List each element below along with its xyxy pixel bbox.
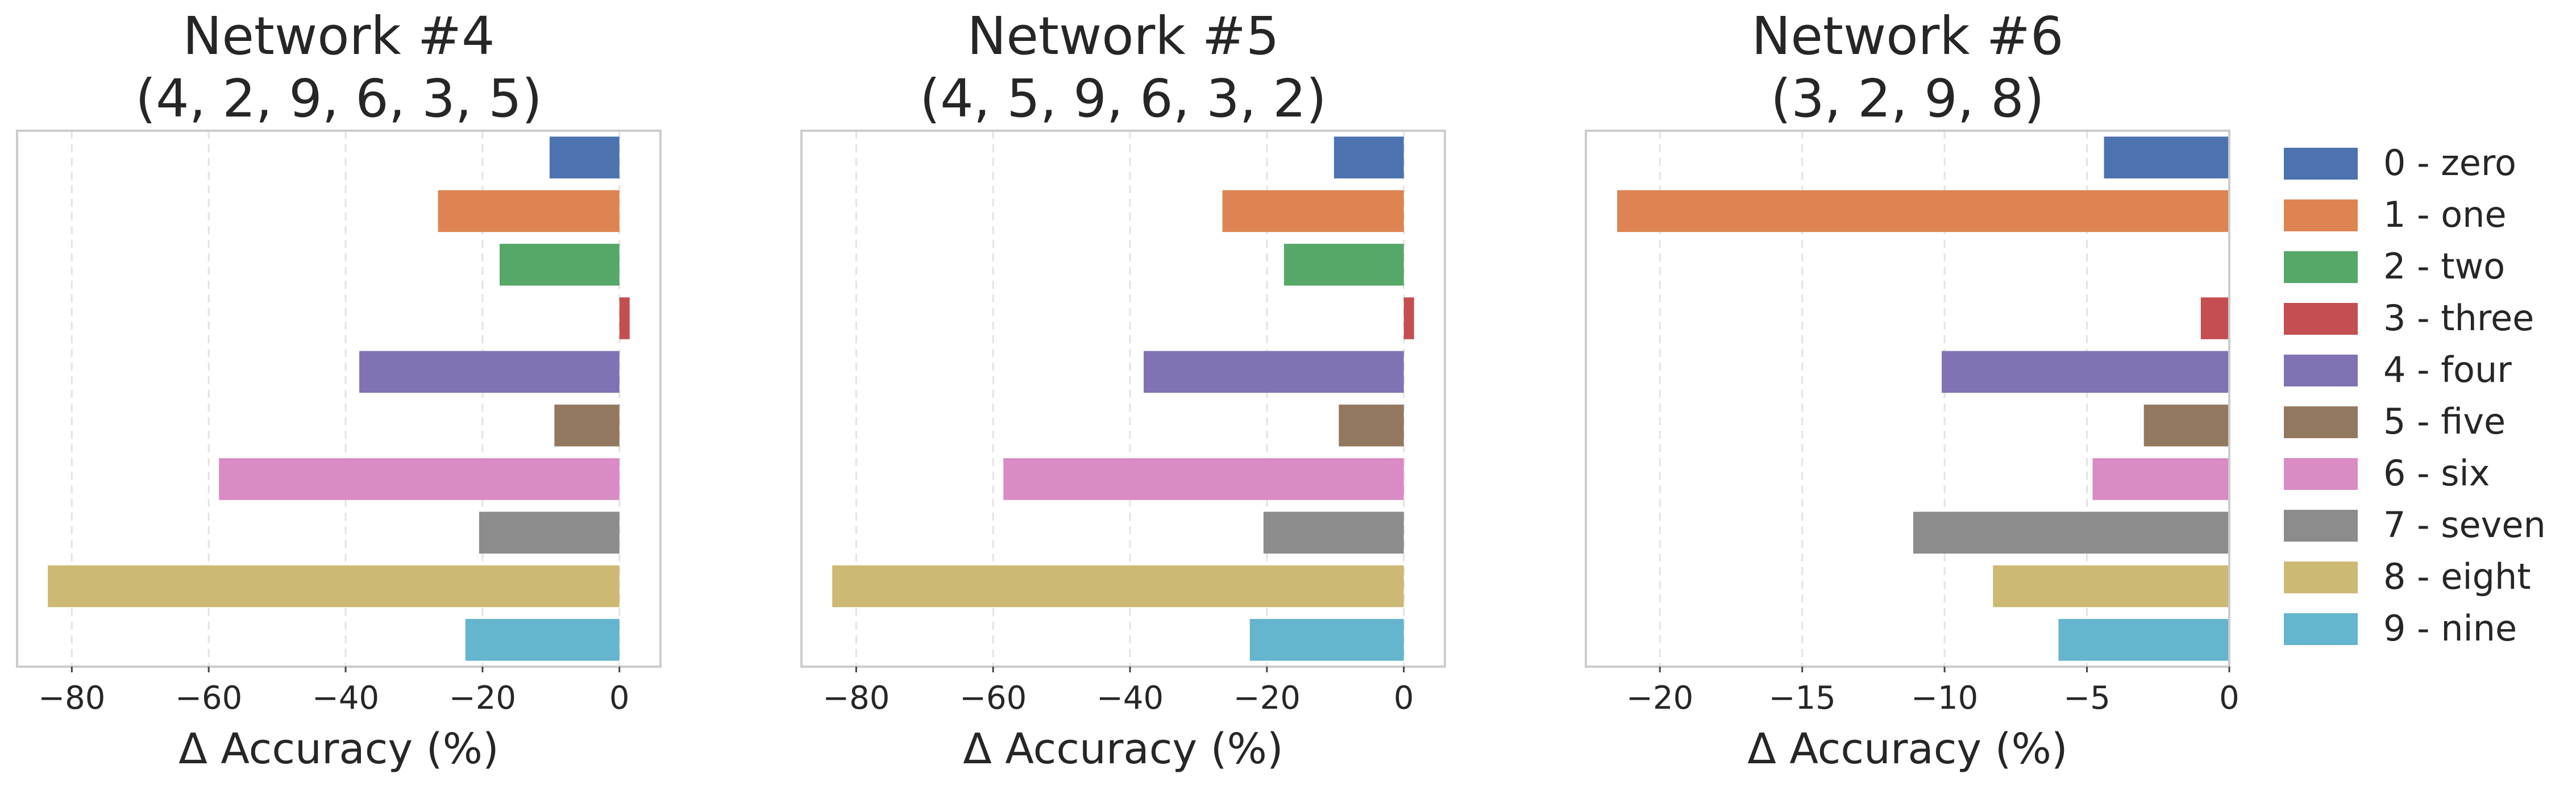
legend-swatch-4 [2284,355,2358,386]
panel-2-title-line1: Network #5 [967,6,1279,66]
panel-2-bar-4 [1144,351,1404,393]
panel-3-title-line2: (3, 2, 9, 8) [1771,68,2044,129]
panel-2-bar-7 [1263,511,1404,554]
panel-1-bar-9 [465,619,620,661]
legend-label-6: 6 - six [2383,452,2490,494]
panel-1-bar-1 [438,190,620,232]
panel-1-bar-8 [48,565,620,608]
panel-1-title-line2: (4, 2, 9, 6, 3, 5) [135,68,542,129]
panel-3-bar-7 [1913,511,2229,554]
panel-2-bar-5 [1339,404,1404,447]
panel-2-tick-label: −40 [1096,680,1164,717]
legend-label-3: 3 - three [2383,297,2534,339]
panel-1-tick-label: −40 [312,680,379,717]
panel-3-bar-5 [2143,404,2229,447]
panel-1-tick-label: −60 [175,680,242,717]
panel-1-bar-3 [619,297,630,339]
panel-3-bar-4 [1942,351,2229,393]
panel-3-x-axis-label: Δ Accuracy (%) [1747,725,2068,773]
panel-1-bar-2 [500,243,620,286]
legend-swatch-5 [2284,406,2358,438]
panel-1-bar-5 [554,404,620,447]
legend-label-0: 0 - zero [2383,142,2516,184]
panel-2-bar-0 [1333,136,1404,178]
panel-2-x-axis-label: Δ Accuracy (%) [963,725,1283,773]
legend-swatch-3 [2284,303,2358,335]
legend-label-7: 7 - seven [2383,504,2546,546]
panel-3-tick-label: −5 [2063,680,2110,717]
legend-label-4: 4 - four [2383,349,2512,390]
legend-swatch-0 [2284,148,2358,180]
legend-label-5: 5 - five [2383,401,2506,442]
panel-1-bar-6 [219,458,620,500]
panel-2-tick-label: −20 [1233,680,1301,717]
panel-1-bar-4 [359,351,620,393]
panel-2-tick-label: −80 [822,680,890,717]
panel-3-frame [1585,130,2230,668]
legend-swatch-9 [2284,613,2358,645]
panel-3-bar-6 [2092,458,2229,500]
legend-label-1: 1 - one [2383,194,2507,235]
panel-3-tick-label: −20 [1626,680,1693,717]
panel-3-bar-0 [2104,136,2229,178]
panel-3-title-line1: Network #6 [1752,6,2064,66]
panel-2-bar-3 [1403,297,1414,339]
panel-3-bar-9 [2058,619,2229,661]
panel-1-tick-label: −80 [38,680,105,717]
panel-1-title-line1: Network #4 [183,6,495,66]
panel-2-frame [800,130,1446,668]
panel-2-bar-6 [1003,458,1404,500]
panel-1-bar-7 [479,511,620,554]
panel-3-tick-label: −10 [1911,680,1978,717]
panel-2-bar-9 [1249,619,1404,661]
legend-label-2: 2 - two [2383,246,2505,287]
panel-3-tick-label: −15 [1769,680,1836,717]
panel-1-frame [16,130,662,668]
panel-2-tick-label: 0 [1394,680,1414,717]
panel-3-bar-8 [1993,565,2229,608]
panel-1-tick-label: −20 [449,680,516,717]
legend-label-9: 9 - nine [2383,608,2517,649]
panel-2-bar-2 [1284,243,1404,286]
panel-1-tick-label: 0 [609,680,630,717]
legend-swatch-2 [2284,251,2358,283]
panel-1-bar-0 [549,136,620,178]
panel-2-title-line2: (4, 5, 9, 6, 3, 2) [920,68,1326,129]
panel-3-tick-label: 0 [2219,680,2240,717]
legend-label-8: 8 - eight [2383,556,2531,597]
panel-1-x-axis-label: Δ Accuracy (%) [178,725,499,773]
panel-2-bar-8 [832,565,1404,608]
panel-2-bar-1 [1222,190,1404,232]
panel-3-bar-1 [1617,190,2229,232]
panel-2-tick-label: −60 [959,680,1027,717]
legend-swatch-7 [2284,510,2358,542]
legend-swatch-6 [2284,458,2358,490]
panel-3-bar-3 [2200,297,2229,339]
legend-swatch-1 [2284,199,2358,231]
legend-swatch-8 [2284,562,2358,593]
